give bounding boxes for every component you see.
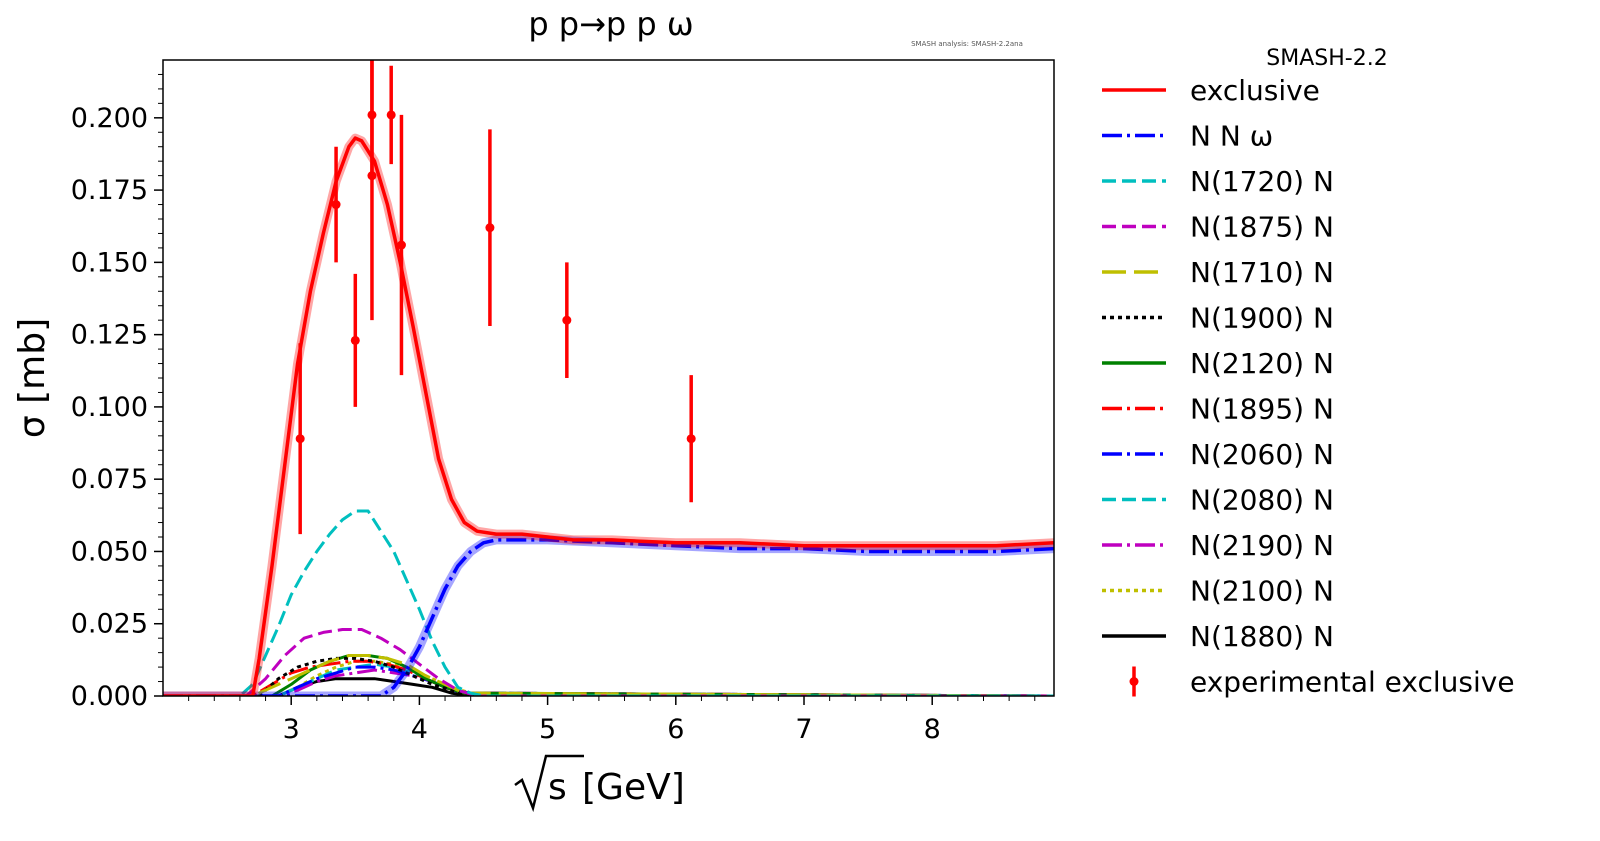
experimental-point-0 bbox=[295, 434, 305, 444]
legend: SMASH-2.2 exclusive N N ω N(1720) N N(1875)… bbox=[1102, 46, 1515, 699]
legend-label-7: N(1895) N bbox=[1190, 393, 1334, 426]
series-line-10 bbox=[163, 668, 1054, 696]
legend-label-6: N(2120) N bbox=[1190, 347, 1334, 380]
x-axis-label-unit: [GeV] bbox=[582, 767, 685, 808]
y-tick-label-5: 0.125 bbox=[71, 320, 148, 351]
series-line-2 bbox=[163, 509, 1054, 696]
legend-label-10: N(2190) N bbox=[1190, 529, 1334, 562]
experimental-point-1 bbox=[331, 200, 341, 210]
x-tick-label-4: 7 bbox=[795, 714, 812, 745]
y-tick-label-7: 0.175 bbox=[71, 175, 148, 206]
experimental-point-4 bbox=[367, 171, 377, 181]
plot-area bbox=[163, 60, 1054, 696]
series-line-1 bbox=[163, 538, 1054, 696]
legend-point-marker bbox=[1129, 677, 1139, 686]
legend-label-0: exclusive bbox=[1190, 74, 1320, 107]
y-axis-label: σ [mb] bbox=[12, 318, 53, 438]
series-line-3 bbox=[163, 628, 1054, 696]
legend-label-1: N N ω bbox=[1190, 120, 1273, 153]
legend-label-2: N(1720) N bbox=[1190, 165, 1334, 198]
y-tick-label-1: 0.025 bbox=[71, 609, 148, 640]
experimental-point-5 bbox=[386, 110, 396, 120]
y-tick-label-2: 0.050 bbox=[71, 536, 148, 567]
legend-label-experimental: experimental exclusive bbox=[1190, 666, 1515, 699]
series-line-0 bbox=[163, 136, 1054, 696]
y-tick-label-3: 0.075 bbox=[71, 464, 148, 495]
x-tick-label-5: 8 bbox=[924, 714, 941, 745]
experimental-point-2 bbox=[350, 335, 360, 345]
y-tick-label-0: 0.000 bbox=[71, 681, 148, 712]
y-tick-label-8: 0.200 bbox=[71, 103, 148, 134]
experimental-point-7 bbox=[485, 223, 495, 233]
legend-label-3: N(1875) N bbox=[1190, 211, 1334, 244]
legend-label-12: N(1880) N bbox=[1190, 620, 1334, 653]
legend-label-4: N(1710) N bbox=[1190, 256, 1334, 289]
axes: 0.000 0.025 0.050 0.075 0.100 0.125 0.150 0.175… bbox=[71, 59, 1055, 745]
legend-label-5: N(1900) N bbox=[1190, 302, 1334, 335]
y-tick-label-4: 0.100 bbox=[71, 392, 148, 423]
legend-label-9: N(2080) N bbox=[1190, 484, 1334, 517]
chart-title: p p→p p ω bbox=[528, 5, 693, 43]
sqrt-symbol bbox=[514, 754, 584, 813]
series-band-0 bbox=[163, 133, 1054, 696]
watermark-text: SMASH analysis: SMASH-2.2ana bbox=[911, 40, 1023, 48]
series-line-4 bbox=[163, 654, 1054, 696]
x-tick-label-1: 4 bbox=[411, 714, 428, 745]
x-tick-label-2: 5 bbox=[539, 714, 556, 745]
legend-label-8: N(2060) N bbox=[1190, 438, 1334, 471]
x-axis-label: s [GeV] bbox=[514, 754, 685, 813]
x-tick-label-0: 3 bbox=[283, 714, 300, 745]
legend-label-11: N(2100) N bbox=[1190, 575, 1334, 608]
x-tick-label-3: 6 bbox=[667, 714, 684, 745]
x-axis-label-root: s bbox=[548, 767, 567, 808]
experimental-point-9 bbox=[686, 434, 696, 444]
experimental-point-6 bbox=[396, 240, 406, 250]
plot-clip-group bbox=[163, 60, 1054, 696]
experimental-point-8 bbox=[562, 315, 572, 325]
y-tick-label-6: 0.150 bbox=[71, 247, 148, 278]
legend-title: SMASH-2.2 bbox=[1266, 46, 1387, 71]
